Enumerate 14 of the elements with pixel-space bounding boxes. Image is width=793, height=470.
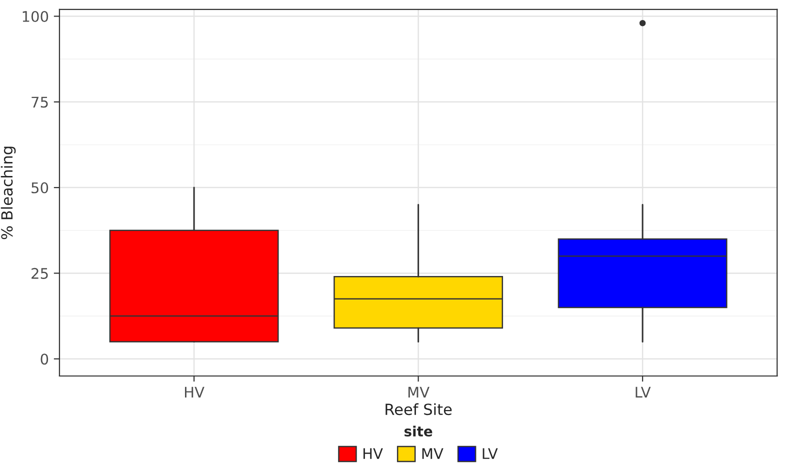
x-tick-label: LV bbox=[636, 386, 651, 398]
legend-label: LV bbox=[482, 448, 498, 459]
legend-label: HV bbox=[363, 448, 383, 459]
y-tick-label: 25 bbox=[32, 268, 48, 279]
y-tick-label: 100 bbox=[22, 10, 48, 22]
y-tick-label: 50 bbox=[32, 182, 48, 194]
x-tick-label: HV bbox=[184, 386, 204, 398]
y-axis-title: % Bleaching bbox=[0, 146, 16, 240]
y-tick-label: 0 bbox=[40, 354, 48, 365]
x-axis-title: Reef Site bbox=[386, 403, 452, 416]
legend-label: MV bbox=[422, 448, 444, 459]
y-tick-label: 75 bbox=[32, 96, 48, 108]
legend-title: site bbox=[404, 426, 432, 437]
x-tick-label: MV bbox=[408, 386, 430, 398]
